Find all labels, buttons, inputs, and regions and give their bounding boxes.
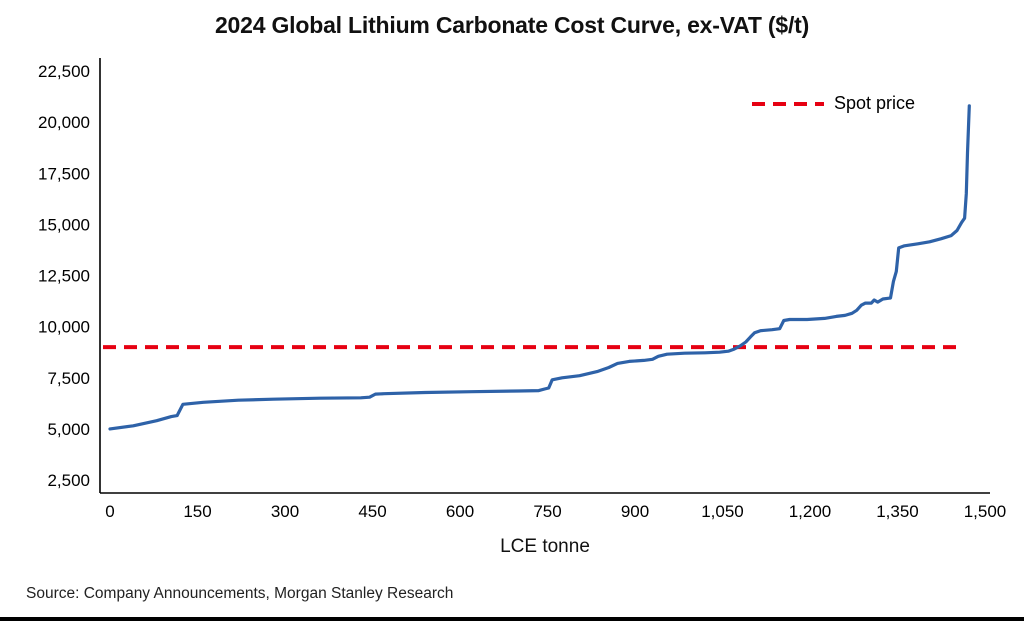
y-tick-label: 10,000: [38, 318, 90, 337]
y-tick-label: 5,000: [47, 420, 90, 439]
x-tick-label: 900: [621, 502, 649, 521]
spot-price-legend-dash-icon: [752, 101, 824, 106]
x-tick-label: 1,350: [876, 502, 919, 521]
x-tick-label: 150: [183, 502, 211, 521]
y-tick-label: 20,000: [38, 113, 90, 132]
x-tick-label: 0: [105, 502, 114, 521]
legend: Spot price: [752, 93, 915, 114]
y-tick-label: 2,500: [47, 471, 90, 490]
x-tick-label: 1,500: [964, 502, 1007, 521]
x-tick-label: 600: [446, 502, 474, 521]
cost-curve-line: [108, 104, 971, 431]
x-tick-label: 750: [533, 502, 561, 521]
spot-price-legend-label: Spot price: [834, 93, 916, 113]
x-tick-label: 300: [271, 502, 299, 521]
chart-title: 2024 Global Lithium Carbonate Cost Curve…: [214, 12, 810, 38]
y-tick-label: 22,500: [38, 62, 90, 81]
source-note: Source: Company Announcements, Morgan St…: [26, 585, 454, 602]
x-tick-label: 1,050: [701, 502, 744, 521]
x-axis-title: LCE tonne: [500, 536, 590, 557]
x-tick-label: 450: [358, 502, 386, 521]
y-tick-label: 17,500: [38, 164, 90, 183]
x-tick-label: 1,200: [789, 502, 832, 521]
y-tick-label: 7,500: [47, 369, 90, 388]
y-tick-label: 12,500: [38, 267, 90, 286]
bottom-border: [0, 617, 1024, 621]
y-tick-label: 15,000: [38, 215, 90, 234]
